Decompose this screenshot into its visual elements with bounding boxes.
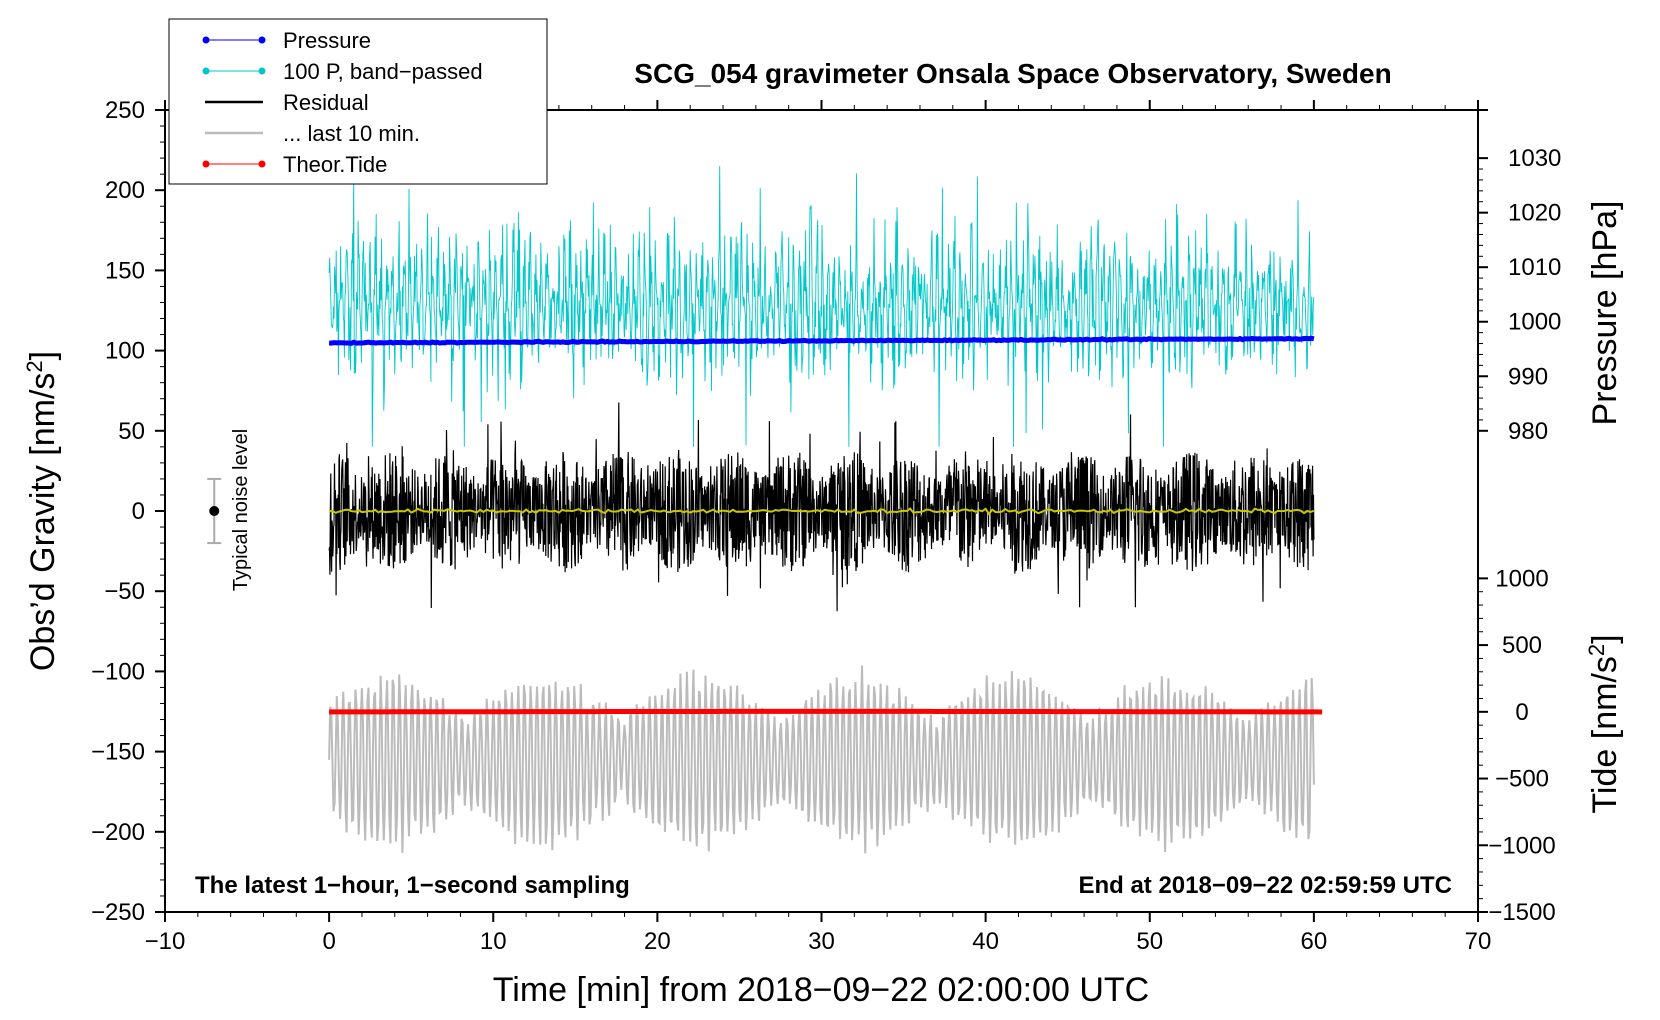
x-tick-label: 10 [480, 928, 507, 955]
noise-level-label: Typical noise level [230, 429, 252, 591]
y-tick-label-tide: −500 [1495, 766, 1549, 793]
x-tick-label: −10 [145, 928, 186, 955]
series-smoothed-residual-line [329, 507, 1315, 516]
y-tick-label-left: 200 [105, 177, 145, 204]
y-tick-label-pressure: 1030 [1508, 145, 1561, 172]
y-tick-label-left: −250 [91, 899, 145, 926]
y-tick-label-left: 250 [105, 97, 145, 124]
y-axis-title-pressure: Pressure [hPa] [1586, 201, 1624, 426]
axes-layer: −10 0 10 20 30 40 50 60 70250200150100500−50−100… [91, 97, 1561, 955]
x-tick-label: 20 [644, 928, 671, 955]
y-tick-label-left: 50 [118, 418, 145, 445]
legend-label: 100 P, band−passed [283, 59, 483, 84]
x-tick-label: 40 [972, 928, 999, 955]
y-tick-label-tide: −1500 [1488, 899, 1555, 926]
chart-title: SCG_054 gravimeter Onsala Space Observat… [634, 58, 1391, 89]
y-tick-label-tide: −1000 [1488, 832, 1555, 859]
noise-bar-dot [209, 506, 220, 516]
legend-label: ... last 10 min. [283, 121, 420, 146]
noise-level-indicator [207, 477, 222, 545]
legend-marker-right [258, 160, 266, 168]
x-tick-label: 50 [1136, 928, 1163, 955]
y-axis-title-left: Obs’d Gravity [nm/s2] [22, 351, 62, 671]
legend-label: Pressure [283, 28, 371, 53]
legend-marker-right [258, 36, 266, 44]
x-tick-label: 60 [1301, 928, 1328, 955]
y-tick-label-left: 150 [105, 257, 145, 284]
series-bandpassed-pressure-line [328, 166, 1315, 447]
x-tick-label: 0 [322, 928, 335, 955]
y-tick-label-tide: 500 [1502, 632, 1542, 659]
y-tick-label-tide: 0 [1515, 699, 1528, 726]
legend-marker-right [258, 67, 266, 75]
annotation-end-time: End at 2018−09−22 02:59:59 UTC [1078, 872, 1452, 899]
legend-label: Theor.Tide [283, 152, 387, 177]
y-tick-label-left: 100 [105, 338, 145, 365]
series-pressure-line [329, 335, 1315, 346]
legend-label: Residual [283, 90, 369, 115]
y-tick-label-pressure: 1010 [1508, 254, 1561, 281]
annotation-sampling: The latest 1−hour, 1−second sampling [195, 872, 630, 899]
y-tick-label-pressure: 980 [1508, 418, 1548, 445]
series-theor-tide-line [329, 708, 1323, 715]
y-tick-label-tide: 1000 [1495, 565, 1548, 592]
legend: Pressure 100 P, band−passed Residual ... la… [168, 18, 548, 185]
y-tick-label-pressure: 990 [1508, 363, 1548, 390]
y-tick-label-left: −150 [91, 739, 145, 766]
data-layer [328, 166, 1323, 854]
y-axis-title-tide: Tide [nm/s2] [1584, 634, 1624, 813]
x-axis-title: Time [min] from 2018−09−22 02:00:00 UTC [493, 971, 1149, 1009]
legend-marker-left [202, 67, 210, 75]
legend-marker-left [202, 160, 210, 168]
series-residual-line [328, 402, 1315, 612]
y-tick-label-left: −100 [91, 658, 145, 685]
y-tick-label-pressure: 1000 [1508, 309, 1561, 336]
y-tick-label-pressure: 1020 [1508, 200, 1561, 227]
series-last-10-min-line [328, 665, 1315, 854]
legend-marker-left [202, 36, 210, 44]
y-tick-label-left: −50 [104, 578, 145, 605]
x-tick-label: 30 [808, 928, 835, 955]
x-tick-label: 70 [1465, 928, 1492, 955]
y-tick-label-left: 0 [132, 498, 145, 525]
y-tick-label-left: −200 [91, 819, 145, 846]
